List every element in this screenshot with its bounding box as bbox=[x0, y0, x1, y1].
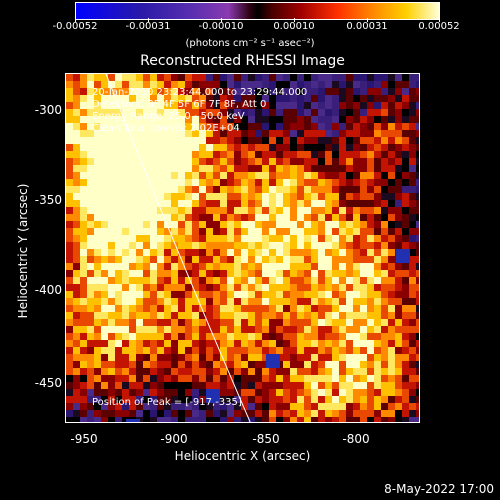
limb-line bbox=[105, 74, 251, 422]
colorbar-units: (photons cm⁻² s⁻¹ asec⁻²) bbox=[185, 38, 315, 49]
y-tick: -400 bbox=[34, 283, 62, 297]
info-detectors: Detectors: 3F 4F 5F 6F 7F 8F, Att 0 bbox=[92, 99, 267, 110]
y-axis-label: Heliocentric Y (arcsec) bbox=[16, 183, 30, 319]
x-tick: -850 bbox=[252, 432, 280, 446]
y-tick: -300 bbox=[34, 103, 62, 117]
info-peak: Position of Peak = [-917,-335] bbox=[92, 397, 242, 408]
colorbar-tick: -0.00010 bbox=[198, 21, 244, 32]
info-time: 20-Jan-2010 23:23:44.000 to 23:29:44.000 bbox=[92, 87, 308, 98]
x-tick: -950 bbox=[70, 432, 98, 446]
x-axis-label: Heliocentric X (arcsec) bbox=[174, 449, 311, 463]
footer-date: 8-May-2022 17:00 bbox=[384, 482, 494, 496]
colorbar bbox=[75, 2, 440, 20]
x-tick: -800 bbox=[342, 432, 370, 446]
x-tick: -900 bbox=[160, 432, 188, 446]
y-tick: -450 bbox=[34, 376, 62, 390]
info-energy: Energy Range: 25.0 - 50.0 keV bbox=[92, 111, 245, 122]
y-tick: -350 bbox=[34, 193, 62, 207]
colorbar-tick: 0.00052 bbox=[418, 21, 460, 32]
colorbar-tick: -0.00031 bbox=[125, 21, 171, 32]
colorbar-tick: 0.00031 bbox=[346, 21, 388, 32]
colorbar-tick: 0.00010 bbox=[273, 21, 315, 32]
image-heatmap bbox=[66, 74, 419, 422]
info-clean: Clean Total counts: 2.02E+04 bbox=[92, 123, 240, 134]
colorbar-tick: -0.00052 bbox=[52, 21, 98, 32]
plot-title: Reconstructed RHESSI Image bbox=[140, 53, 345, 69]
rhessi-image bbox=[65, 73, 420, 423]
